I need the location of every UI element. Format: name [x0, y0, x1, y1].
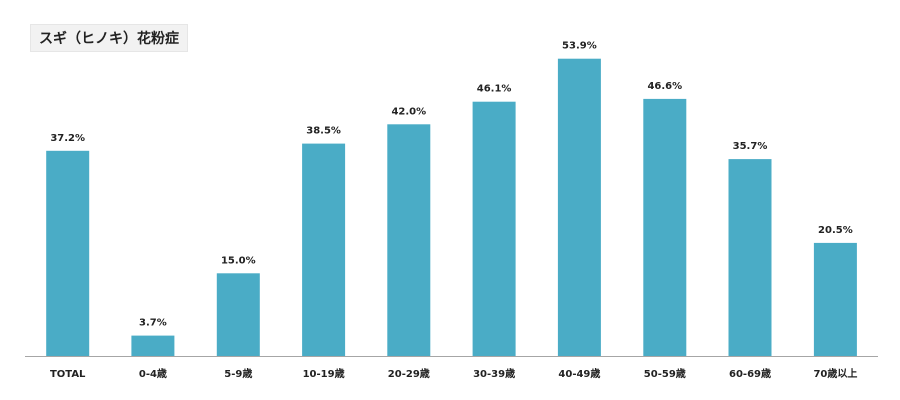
bar-4	[387, 124, 431, 356]
data-label-7: 46.6%	[647, 81, 682, 92]
data-label-8: 35.7%	[733, 141, 768, 152]
data-label-1: 3.7%	[139, 318, 167, 329]
x-tick-label-2: 5-9歳	[224, 367, 252, 380]
data-label-4: 42.0%	[391, 106, 426, 117]
bar-0	[46, 150, 90, 356]
x-tick-label-7: 50-59歳	[644, 367, 686, 380]
x-tick-label-1: 0-4歳	[139, 367, 167, 380]
x-tick-label-9: 70歳以上	[813, 367, 857, 380]
data-label-3: 38.5%	[306, 126, 341, 137]
x-tick-label-3: 10-19歳	[303, 367, 345, 380]
data-label-5: 46.1%	[477, 84, 512, 95]
bar-7	[643, 98, 687, 357]
bar-9	[813, 242, 857, 356]
x-tick-label-5: 30-39歳	[473, 367, 515, 380]
data-label-9: 20.5%	[818, 225, 853, 236]
data-label-2: 15.0%	[221, 255, 256, 266]
bar-8	[728, 159, 772, 356]
x-tick-label-4: 20-29歳	[388, 367, 430, 380]
data-label-6: 53.9%	[562, 41, 597, 52]
x-tick-label-0: TOTAL	[50, 369, 86, 380]
bar-6	[557, 58, 601, 356]
bar-3	[302, 143, 346, 356]
x-tick-label-8: 60-69歳	[729, 367, 771, 380]
bar-5	[472, 101, 516, 356]
x-tick-label-6: 40-49歳	[558, 367, 600, 380]
bar-2	[216, 273, 260, 357]
chart-title: スギ（ヒノキ）花粉症	[30, 24, 188, 52]
bar-1	[131, 335, 175, 356]
data-label-0: 37.2%	[50, 133, 85, 144]
